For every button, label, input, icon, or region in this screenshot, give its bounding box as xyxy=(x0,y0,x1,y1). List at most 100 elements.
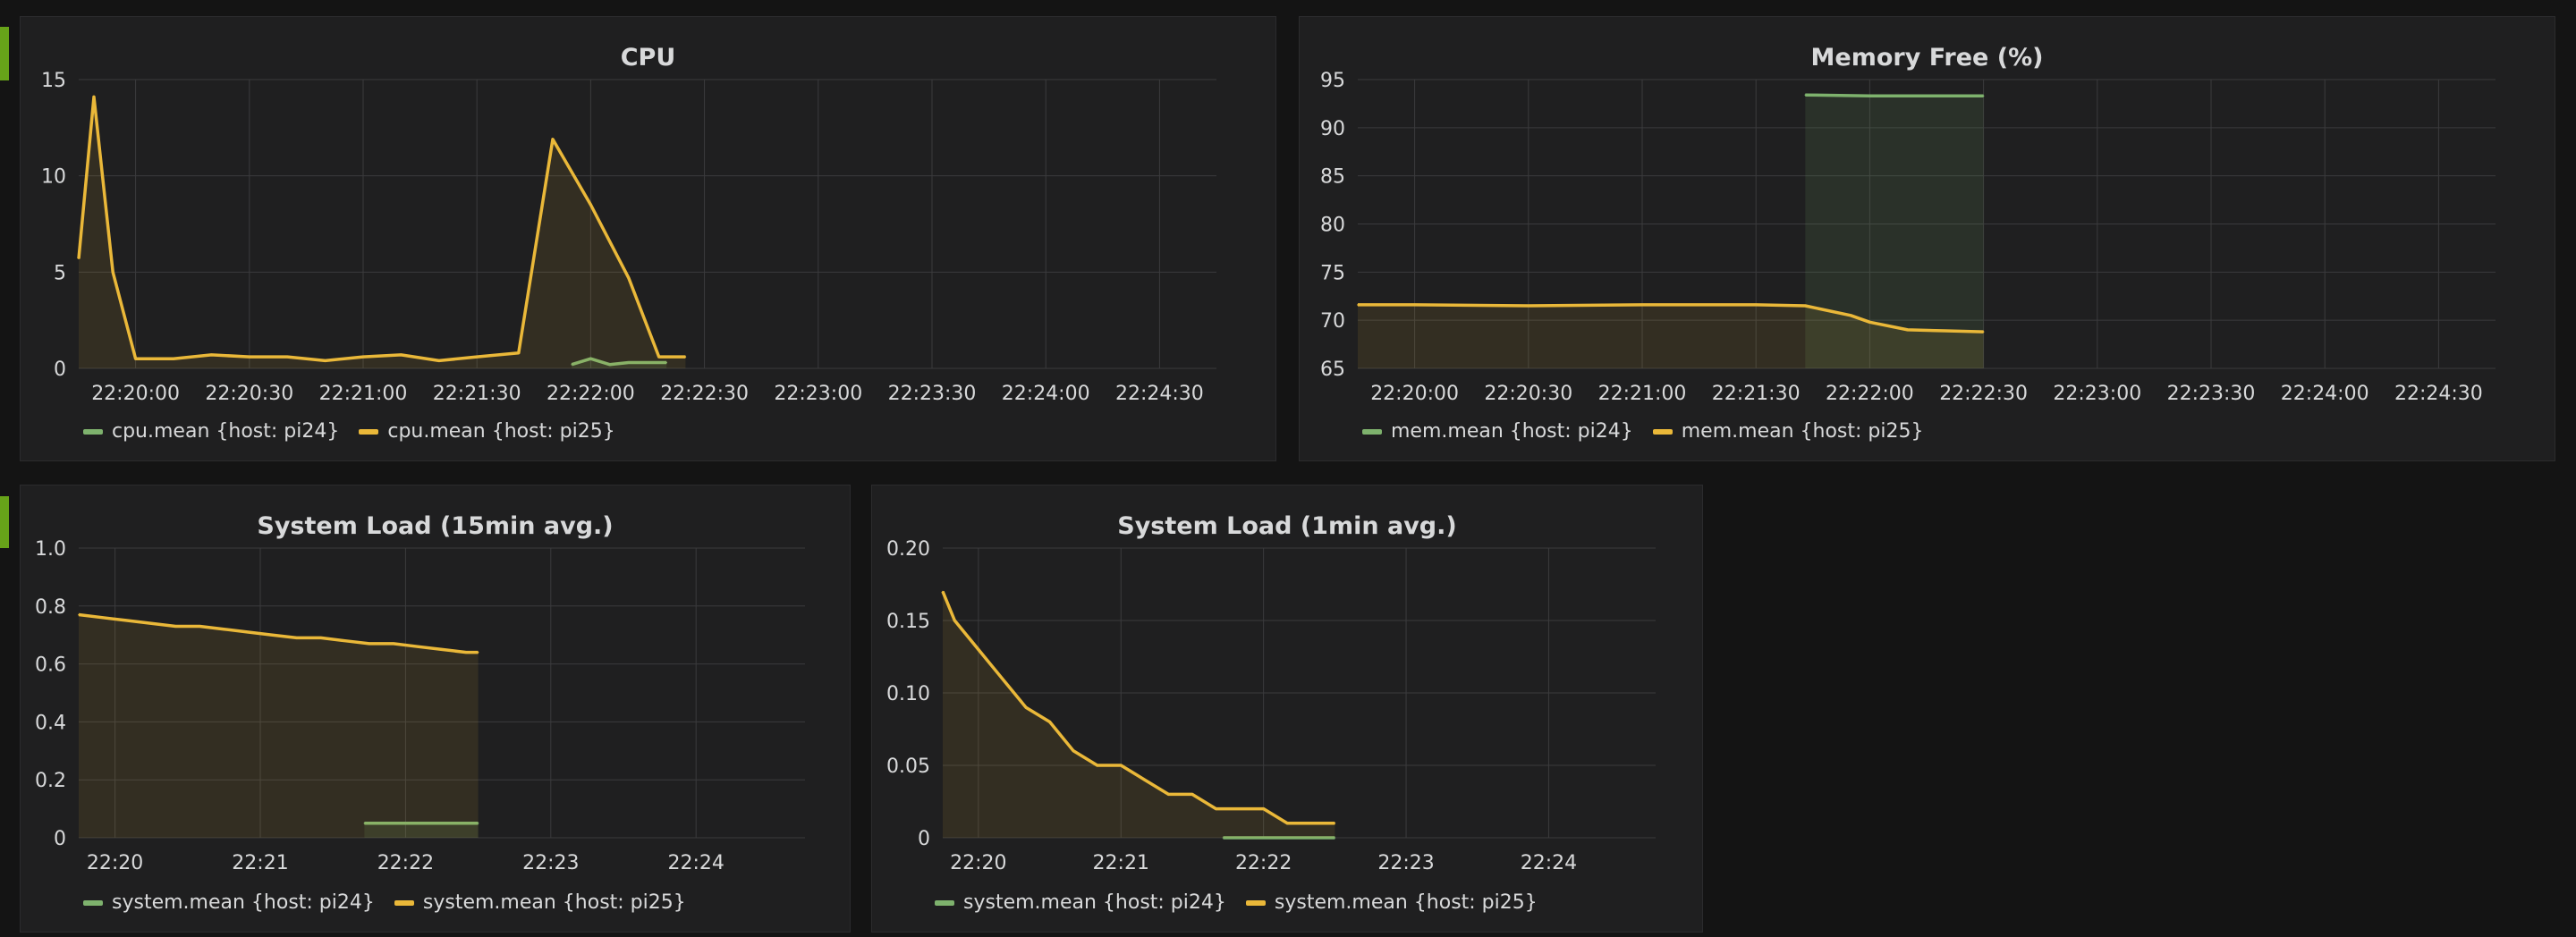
legend-item-pi24[interactable]: mem.mean {host: pi24} xyxy=(1362,419,1633,444)
y-tick-label: 0 xyxy=(54,359,66,381)
panel-title[interactable]: System Load (1min avg.) xyxy=(1117,512,1457,540)
series-line-pi25 xyxy=(78,612,479,654)
data-point xyxy=(1641,304,1643,306)
x-tick-label: 22:23:30 xyxy=(888,383,977,405)
data-point xyxy=(628,361,630,364)
data-point xyxy=(1072,750,1074,752)
y-tick-label: 85 xyxy=(1320,166,1345,189)
legend-label: mem.mean {host: pi24} xyxy=(1391,420,1633,443)
data-point xyxy=(1239,807,1241,810)
x-tick-label: 22:22 xyxy=(1235,852,1292,874)
row-collapse-marker[interactable] xyxy=(0,27,9,80)
x-tick-label: 22:23 xyxy=(522,852,579,874)
y-tick-label: 0.2 xyxy=(35,770,66,792)
data-point xyxy=(1048,721,1051,723)
data-point xyxy=(1025,706,1027,708)
x-tick-label: 22:23:00 xyxy=(774,383,862,405)
data-point xyxy=(1191,793,1193,796)
y-tick-label: 10 xyxy=(41,166,66,189)
legend-label: system.mean {host: pi24} xyxy=(963,891,1226,914)
x-tick-label: 22:23 xyxy=(1377,852,1434,874)
data-point xyxy=(393,643,394,645)
data-point xyxy=(126,620,128,621)
panel-title[interactable]: CPU xyxy=(620,44,676,72)
data-point xyxy=(953,620,956,621)
legend-item-pi24[interactable]: system.mean {host: pi24} xyxy=(935,891,1226,916)
memory-panel: Memory Free (%) 65 70 75 80 85 90 95 22:20:00 22… xyxy=(1299,16,2555,461)
legend: mem.mean {host: pi24} mem.mean {host: pi… xyxy=(1362,419,1924,444)
x-tick-label: 22:21 xyxy=(232,852,288,874)
series-area-pi24 xyxy=(364,823,479,838)
y-tick-label: 70 xyxy=(1320,310,1345,333)
panel-title[interactable]: System Load (15min avg.) xyxy=(257,512,614,540)
y-tick-label: 0.20 xyxy=(886,538,930,561)
data-point xyxy=(1120,764,1123,766)
data-point xyxy=(684,356,687,358)
data-point xyxy=(1945,330,1946,332)
legend-item-pi25[interactable]: mem.mean {host: pi25} xyxy=(1652,419,1924,444)
data-point xyxy=(1755,304,1757,306)
data-point xyxy=(210,354,213,356)
data-point xyxy=(1334,837,1336,839)
data-point xyxy=(1096,764,1098,766)
row-collapse-marker[interactable] xyxy=(0,496,9,548)
data-point xyxy=(589,204,592,206)
data-point xyxy=(295,637,298,639)
x-tick-label: 22:23:00 xyxy=(2053,383,2141,405)
y-tick-label: 0.8 xyxy=(35,596,66,619)
data-point xyxy=(571,363,572,366)
legend-item-pi25[interactable]: cpu.mean {host: pi25} xyxy=(359,419,615,444)
data-point xyxy=(150,622,152,625)
legend-item-pi24[interactable]: cpu.mean {host: pi24} xyxy=(83,419,339,444)
legend: system.mean {host: pi24} system.mean {ho… xyxy=(83,891,686,916)
data-point xyxy=(518,351,520,354)
series-line-pi24 xyxy=(1805,93,1984,98)
series-line-pi25 xyxy=(941,590,1335,825)
series-swatch xyxy=(1362,429,1382,435)
data-point xyxy=(1926,95,1928,97)
y-tick-label: 1.0 xyxy=(35,538,66,561)
data-point xyxy=(319,637,322,639)
data-point xyxy=(1804,305,1807,307)
data-point xyxy=(1262,837,1265,839)
legend-item-pi25[interactable]: system.mean {host: pi25} xyxy=(1245,891,1538,916)
x-tick-label: 22:21 xyxy=(1093,852,1149,874)
data-point xyxy=(1982,95,1985,97)
legend-label: cpu.mean {host: pi24} xyxy=(112,420,340,443)
series-swatch xyxy=(935,900,954,906)
data-point xyxy=(1850,314,1852,317)
y-tick-label: 0 xyxy=(54,828,66,850)
x-tick-label: 22:21:30 xyxy=(1712,383,1801,405)
data-point xyxy=(78,257,80,260)
x-tick-label: 22:20:00 xyxy=(1370,383,1459,405)
data-point xyxy=(1982,331,1985,333)
data-point xyxy=(1167,793,1170,796)
data-point xyxy=(223,628,225,630)
y-tick-label: 0.15 xyxy=(886,611,930,633)
x-tick-label: 22:20:30 xyxy=(205,383,293,405)
data-point xyxy=(665,361,667,364)
panel-title[interactable]: Memory Free (%) xyxy=(1810,44,2044,72)
data-point xyxy=(102,616,104,619)
system-load-1min-chart: 0 0.05 0.10 0.15 0.20 22:20 22:21 22:22 22:23 22:… xyxy=(886,538,1656,874)
legend-label: system.mean {host: pi24} xyxy=(112,891,375,914)
data-point xyxy=(1144,779,1146,781)
legend-item-pi25[interactable]: system.mean {host: pi25} xyxy=(394,891,686,916)
cpu-panel: CPU 0 5 10 15 22:20:00 22:20:30 22:21:00 22:21:… xyxy=(20,16,1276,461)
data-point xyxy=(271,634,274,636)
x-tick-label: 22:22 xyxy=(377,852,434,874)
data-point xyxy=(417,646,419,647)
data-point xyxy=(400,354,402,356)
data-point xyxy=(1868,95,1871,97)
x-tick-label: 22:22:30 xyxy=(660,383,749,405)
x-tick-label: 22:21:00 xyxy=(319,383,408,405)
data-point xyxy=(608,363,611,366)
x-tick-label: 22:24:30 xyxy=(2394,383,2483,405)
data-point xyxy=(978,648,979,651)
cpu-chart: 0 5 10 15 22:20:00 22:20:30 22:21:00 22:21:30 22… xyxy=(41,70,1216,405)
series-swatch xyxy=(394,900,414,906)
series-area-pi25 xyxy=(943,591,1335,838)
data-point xyxy=(1528,305,1530,307)
legend-item-pi24[interactable]: system.mean {host: pi24} xyxy=(83,891,375,916)
data-point xyxy=(1309,823,1312,824)
